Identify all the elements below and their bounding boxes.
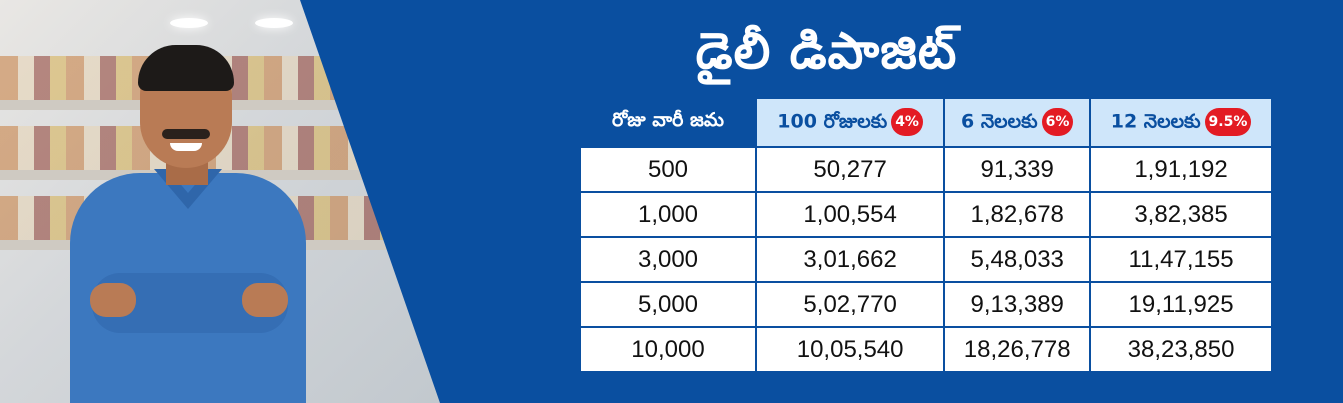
rate-badge: 9.5% xyxy=(1204,107,1252,136)
header-6-months: 6 నెలలకు 6% xyxy=(943,97,1092,148)
store-shelf xyxy=(0,170,520,180)
header-label: రోజు వారీ జమ xyxy=(611,109,725,131)
header-daily-deposit: రోజు వారీ జమ xyxy=(579,97,757,148)
cell-deposit: 1,000 xyxy=(579,191,757,238)
cell-deposit: 5,000 xyxy=(579,281,757,328)
deposit-table: రోజు వారీ జమ 100 రోజులకు 4% 6 నెలలకు 6% 12… xyxy=(579,97,1273,373)
man-hand xyxy=(90,283,136,317)
rate-badge: 4% xyxy=(891,107,923,136)
table-row: 500 50,277 91,339 1,91,192 xyxy=(579,146,1273,193)
cell-deposit: 500 xyxy=(579,146,757,193)
cell-6-months: 1,82,678 xyxy=(943,191,1092,238)
cell-12-months: 19,11,925 xyxy=(1089,281,1273,328)
cell-100-days: 5,02,770 xyxy=(754,281,946,328)
cell-100-days: 10,05,540 xyxy=(754,326,946,373)
header-100-days: 100 రోజులకు 4% xyxy=(754,97,946,148)
cell-deposit: 3,000 xyxy=(579,236,757,283)
man-hand xyxy=(242,283,288,317)
cell-6-months: 9,13,389 xyxy=(943,281,1092,328)
header-label: 6 నెలలకు xyxy=(960,110,1038,133)
cell-deposit: 10,000 xyxy=(579,326,757,373)
cell-6-months: 5,48,033 xyxy=(943,236,1092,283)
cell-12-months: 3,82,385 xyxy=(1089,191,1273,238)
cell-100-days: 50,277 xyxy=(754,146,946,193)
page-title: డైలీ డిపాజిట్ xyxy=(695,22,958,80)
header-12-months: 12 నెలలకు 9.5% xyxy=(1089,97,1273,148)
smiling-man xyxy=(70,45,310,403)
table-row: 1,000 1,00,554 1,82,678 3,82,385 xyxy=(579,191,1273,238)
cell-100-days: 3,01,662 xyxy=(754,236,946,283)
store-shelf xyxy=(0,100,520,110)
cell-6-months: 91,339 xyxy=(943,146,1092,193)
table-row: 10,000 10,05,540 18,26,778 38,23,850 xyxy=(579,326,1273,373)
cell-12-months: 11,47,155 xyxy=(1089,236,1273,283)
table-row: 5,000 5,02,770 9,13,389 19,11,925 xyxy=(579,281,1273,328)
header-label: 12 నెలలకు xyxy=(1110,110,1201,133)
cell-12-months: 1,91,192 xyxy=(1089,146,1273,193)
ceiling-light xyxy=(255,18,293,28)
cell-12-months: 38,23,850 xyxy=(1089,326,1273,373)
table-row: 3,000 3,01,662 5,48,033 11,47,155 xyxy=(579,236,1273,283)
header-label: 100 రోజులకు xyxy=(777,110,888,133)
man-smile xyxy=(170,143,202,151)
cell-6-months: 18,26,778 xyxy=(943,326,1092,373)
table-header-row: రోజు వారీ జమ 100 రోజులకు 4% 6 నెలలకు 6% 12… xyxy=(579,97,1273,148)
ceiling-light xyxy=(170,18,208,28)
man-mustache xyxy=(162,129,210,139)
man-hair xyxy=(138,45,234,91)
rate-badge: 6% xyxy=(1041,107,1074,136)
cell-100-days: 1,00,554 xyxy=(754,191,946,238)
